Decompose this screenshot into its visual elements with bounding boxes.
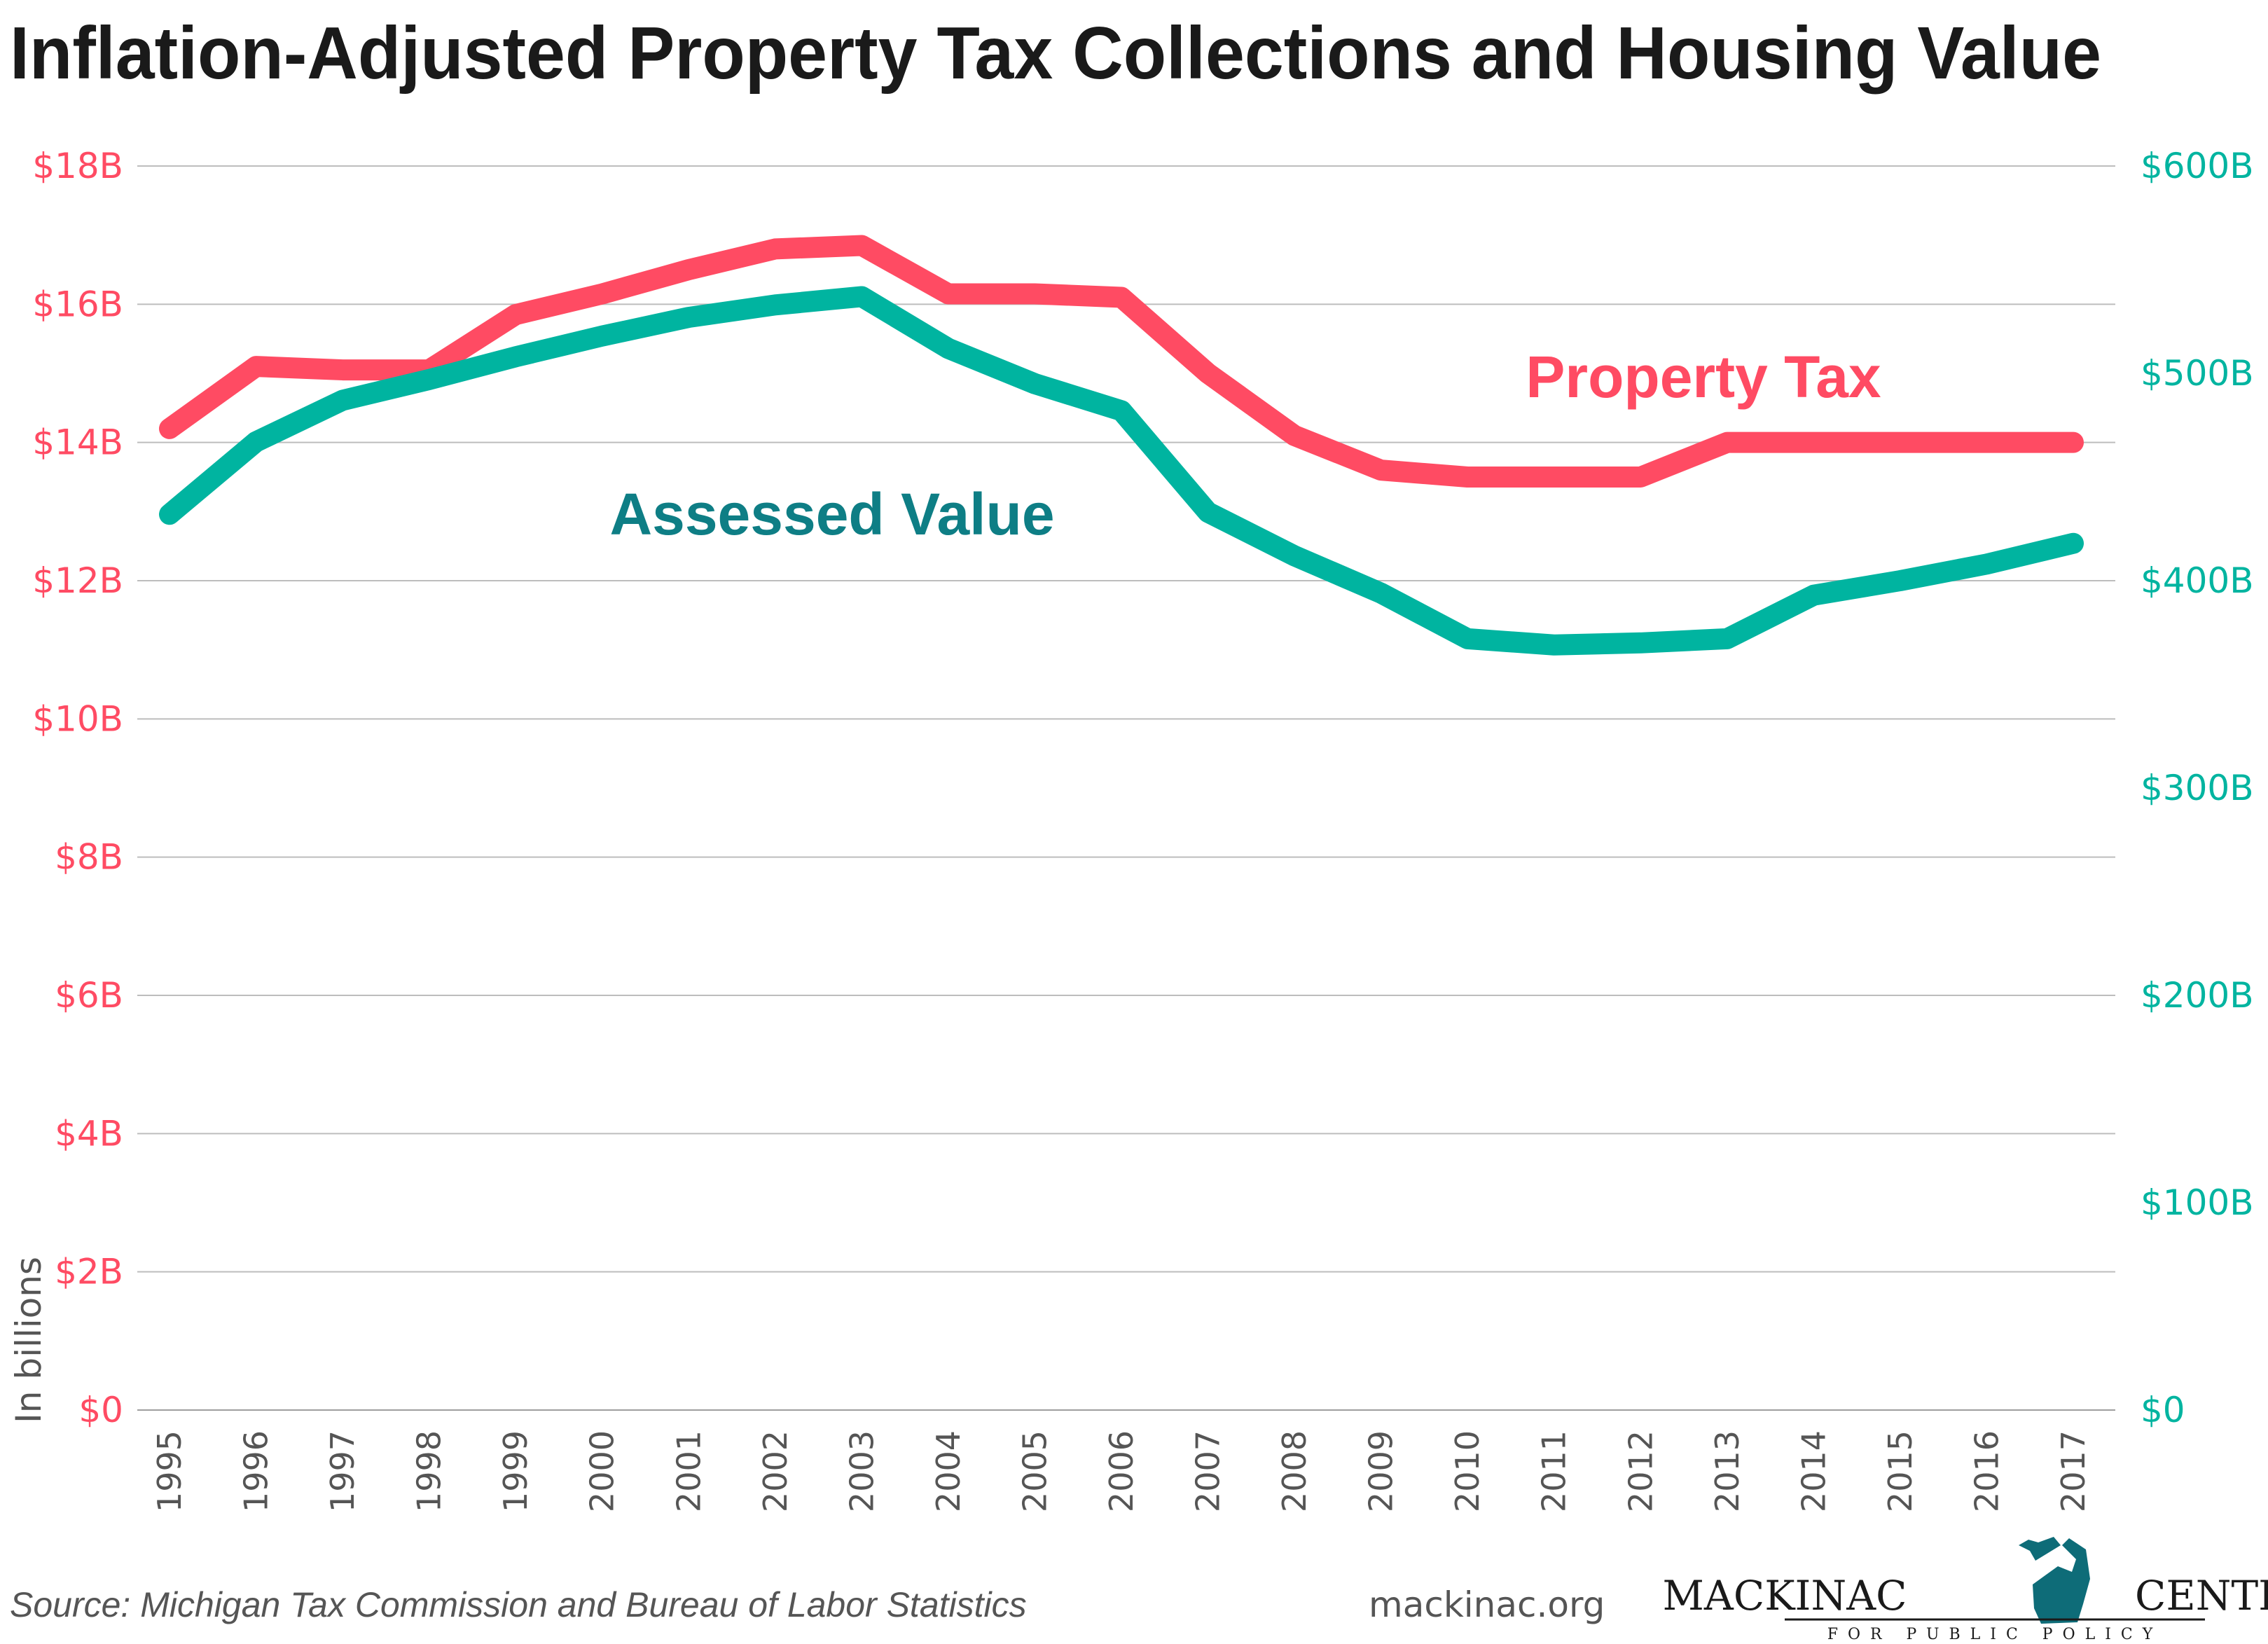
logo-subtitle: FOR PUBLIC POLICY	[1827, 1626, 2163, 1643]
y-axis-label: In billions	[8, 1257, 49, 1423]
x-tick-label: 2017	[2054, 1430, 2092, 1512]
series-line-assessed-value	[159, 286, 2084, 656]
x-tick-label: 2012	[1622, 1430, 1659, 1512]
chart-title: Inflation-Adjusted Property Tax Collecti…	[10, 12, 2101, 95]
x-tick-label: 2004	[929, 1430, 967, 1512]
series-label-assessed-value: Assessed Value	[609, 481, 1054, 547]
x-tick-label: 1995	[151, 1430, 188, 1512]
x-tick-label: 2007	[1189, 1430, 1227, 1512]
x-tick-label: 1997	[324, 1430, 361, 1512]
right-tick-label: $300B	[2141, 768, 2254, 808]
logo-text-center: CENTER	[2135, 1572, 2268, 1619]
left-tick-label: $16B	[32, 284, 123, 324]
x-tick-label: 1996	[237, 1430, 275, 1512]
x-axis-ticks: 1995 1996 1997 1998 1999 2000 2001 2002 2003 2004…	[151, 1430, 2092, 1512]
left-tick-label: $10B	[32, 698, 123, 739]
x-tick-label: 2014	[1795, 1430, 1832, 1512]
x-tick-label: 2000	[583, 1430, 621, 1512]
right-tick-label: $500B	[2141, 353, 2254, 394]
left-tick-label: $6B	[55, 975, 123, 1016]
x-tick-label: 1999	[497, 1430, 534, 1512]
right-tick-label: $0	[2141, 1390, 2185, 1430]
michigan-state-icon	[2019, 1537, 2090, 1624]
x-tick-label: 2003	[843, 1430, 880, 1512]
right-tick-label: $400B	[2141, 560, 2254, 601]
x-tick-label: 2002	[756, 1430, 794, 1512]
right-tick-label: $100B	[2141, 1182, 2254, 1223]
x-tick-label: 2015	[1881, 1430, 1919, 1512]
right-tick-label: $600B	[2141, 146, 2254, 186]
logo-text-mackinac: MACKINAC	[1663, 1572, 1907, 1619]
x-tick-label: 2008	[1275, 1430, 1313, 1512]
left-axis-ticks: $0 $2B $4B $6B $8B $10B $12B $14B $16B $18B	[32, 146, 123, 1430]
left-tick-label: $4B	[55, 1113, 123, 1154]
x-tick-label: 2016	[1968, 1430, 2005, 1512]
left-tick-label: $2B	[55, 1252, 123, 1292]
x-tick-label: 2010	[1448, 1430, 1486, 1512]
left-tick-label: $14B	[32, 422, 123, 463]
series-label-property-tax: Property Tax	[1526, 344, 1881, 410]
series-lines	[159, 235, 2084, 656]
x-tick-label: 2011	[1535, 1430, 1573, 1512]
x-tick-label: 2001	[670, 1430, 707, 1512]
right-axis-ticks: $0 $100B $200B $300B $400B $500B $600B	[2141, 146, 2254, 1430]
left-tick-label: $18B	[32, 146, 123, 186]
series-line-property-tax	[159, 235, 2084, 488]
left-tick-label: $12B	[32, 560, 123, 601]
x-tick-label: 2009	[1362, 1430, 1400, 1512]
x-tick-label: 2013	[1708, 1430, 1746, 1512]
left-tick-label: $8B	[55, 837, 123, 878]
right-tick-label: $200B	[2141, 975, 2254, 1016]
left-tick-label: $0	[78, 1390, 123, 1430]
source-note: Source: Michigan Tax Commission and Bure…	[10, 1585, 1027, 1624]
x-tick-label: 2005	[1016, 1430, 1053, 1512]
x-tick-label: 2006	[1102, 1430, 1140, 1512]
x-tick-label: 1998	[410, 1430, 448, 1512]
website-url[interactable]: mackinac.org	[1369, 1584, 1605, 1625]
mackinac-logo: MACKINAC CENTER FOR PUBLIC POLICY	[1663, 1537, 2268, 1643]
